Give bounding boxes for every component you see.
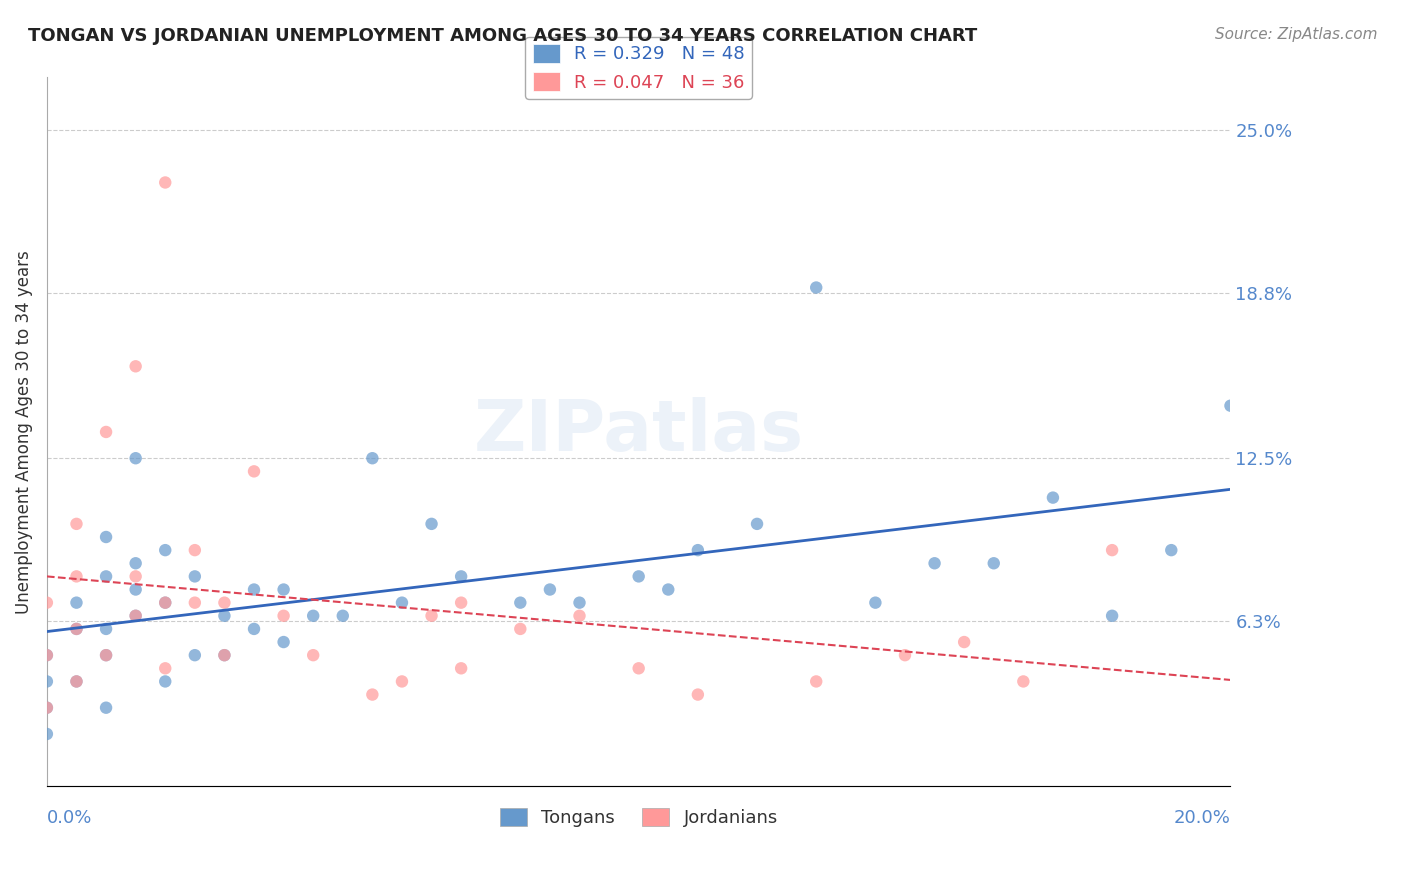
Point — [627, 569, 650, 583]
Point — [657, 582, 679, 597]
Point — [94, 425, 117, 439]
Point — [124, 608, 146, 623]
Point — [302, 608, 325, 623]
Point — [35, 674, 58, 689]
Text: Source: ZipAtlas.com: Source: ZipAtlas.com — [1215, 27, 1378, 42]
Text: ZIPatlas: ZIPatlas — [474, 398, 804, 467]
Point — [361, 451, 384, 466]
Point — [184, 569, 207, 583]
Point — [94, 648, 117, 663]
Point — [745, 516, 768, 531]
Point — [332, 608, 354, 623]
Point — [568, 608, 591, 623]
Point — [509, 622, 531, 636]
Point — [273, 635, 295, 649]
Point — [35, 648, 58, 663]
Point — [94, 648, 117, 663]
Point — [894, 648, 917, 663]
Y-axis label: Unemployment Among Ages 30 to 34 years: Unemployment Among Ages 30 to 34 years — [15, 250, 32, 614]
Point — [391, 596, 413, 610]
Point — [627, 661, 650, 675]
Point — [65, 622, 87, 636]
Point — [214, 648, 236, 663]
Point — [953, 635, 976, 649]
Point — [273, 608, 295, 623]
Point — [94, 700, 117, 714]
Point — [806, 674, 828, 689]
Point — [243, 464, 266, 478]
Point — [65, 674, 87, 689]
Text: 20.0%: 20.0% — [1174, 809, 1230, 827]
Point — [184, 543, 207, 558]
Point — [273, 582, 295, 597]
Point — [1101, 608, 1123, 623]
Point — [243, 622, 266, 636]
Point — [155, 176, 177, 190]
Point — [184, 648, 207, 663]
Point — [1160, 543, 1182, 558]
Point — [420, 608, 443, 623]
Point — [35, 727, 58, 741]
Point — [155, 596, 177, 610]
Point — [155, 543, 177, 558]
Point — [1101, 543, 1123, 558]
Point — [35, 596, 58, 610]
Point — [214, 596, 236, 610]
Point — [124, 608, 146, 623]
Point — [214, 608, 236, 623]
Point — [124, 359, 146, 374]
Point — [1042, 491, 1064, 505]
Point — [65, 622, 87, 636]
Point — [124, 569, 146, 583]
Point — [1012, 674, 1035, 689]
Point — [35, 700, 58, 714]
Point — [538, 582, 561, 597]
Point — [450, 661, 472, 675]
Legend: Tongans, Jordanians: Tongans, Jordanians — [492, 800, 785, 834]
Point — [35, 648, 58, 663]
Point — [35, 700, 58, 714]
Point — [155, 661, 177, 675]
Point — [865, 596, 887, 610]
Point — [155, 596, 177, 610]
Point — [243, 582, 266, 597]
Point — [420, 516, 443, 531]
Point — [94, 530, 117, 544]
Point — [94, 622, 117, 636]
Point — [568, 596, 591, 610]
Point — [124, 451, 146, 466]
Point — [806, 280, 828, 294]
Point — [509, 596, 531, 610]
Point — [686, 688, 709, 702]
Point — [1219, 399, 1241, 413]
Point — [65, 596, 87, 610]
Point — [214, 648, 236, 663]
Point — [450, 569, 472, 583]
Point — [983, 556, 1005, 570]
Text: TONGAN VS JORDANIAN UNEMPLOYMENT AMONG AGES 30 TO 34 YEARS CORRELATION CHART: TONGAN VS JORDANIAN UNEMPLOYMENT AMONG A… — [28, 27, 977, 45]
Point — [302, 648, 325, 663]
Point — [450, 596, 472, 610]
Point — [391, 674, 413, 689]
Point — [124, 556, 146, 570]
Text: 0.0%: 0.0% — [46, 809, 93, 827]
Point — [94, 569, 117, 583]
Point — [65, 516, 87, 531]
Point — [184, 596, 207, 610]
Point — [924, 556, 946, 570]
Point — [361, 688, 384, 702]
Point — [65, 569, 87, 583]
Point — [155, 674, 177, 689]
Point — [686, 543, 709, 558]
Point — [65, 674, 87, 689]
Point — [124, 582, 146, 597]
